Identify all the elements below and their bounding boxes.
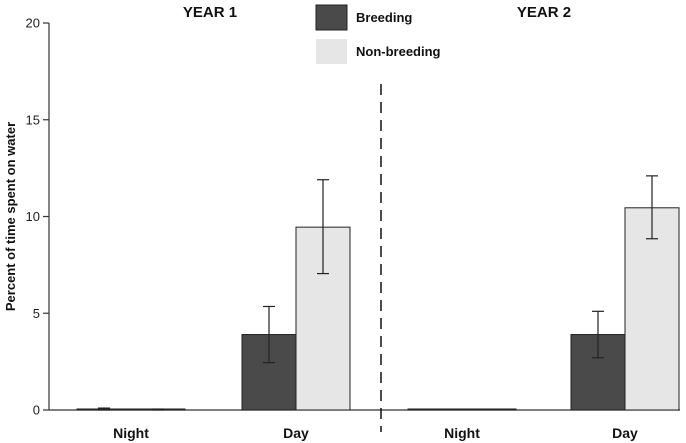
category-label: Day	[612, 425, 638, 441]
legend-swatch	[315, 4, 348, 31]
y-tick-label: 0	[33, 403, 40, 418]
bar	[624, 207, 680, 411]
category-label: Night	[113, 425, 149, 441]
category-labels: Night Day Night Day	[113, 425, 638, 441]
legend-label: Non-breeding	[356, 44, 441, 59]
bar	[461, 408, 517, 411]
y-tick-label: 5	[33, 306, 40, 321]
panel-title: YEAR 1	[183, 4, 237, 21]
bar	[407, 408, 463, 411]
y-axis-label: Percent of time spent on water	[3, 122, 18, 311]
panel-titles: YEAR 1 YEAR 2	[183, 4, 571, 21]
error-bars	[98, 175, 658, 411]
y-ticks: 0 5 10 15 20	[26, 16, 49, 418]
panel-title: YEAR 2	[517, 4, 571, 21]
legend-label: Breeding	[356, 10, 412, 25]
y-tick-label: 15	[26, 112, 40, 127]
legend: Breeding Non-breeding	[315, 4, 441, 64]
category-label: Night	[444, 425, 480, 441]
y-tick-label: 20	[26, 16, 40, 31]
y-tick-label: 10	[26, 209, 40, 224]
category-label: Day	[283, 425, 309, 441]
legend-swatch	[316, 39, 347, 64]
bars	[76, 207, 680, 411]
